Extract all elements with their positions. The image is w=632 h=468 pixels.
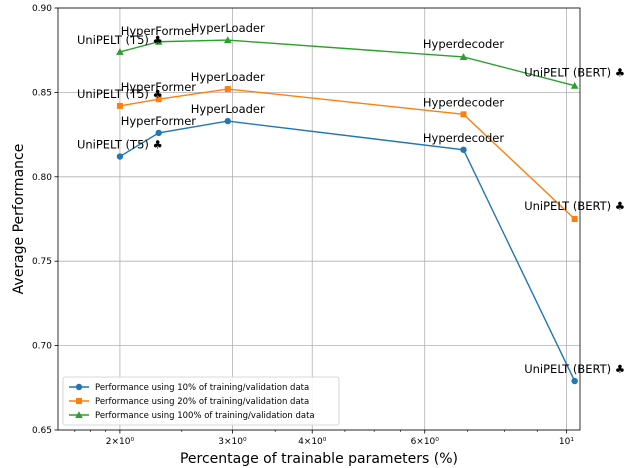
data-point <box>223 36 232 44</box>
x-tick-label: 6×10⁰ <box>411 437 440 447</box>
legend-label: Performance using 10% of training/valida… <box>95 383 309 393</box>
point-annotation: UniPELT (T5) ♣ <box>77 87 163 101</box>
series-line <box>119 120 576 382</box>
x-tick-label: 3×10⁰ <box>218 437 247 447</box>
data-point <box>116 48 124 55</box>
point-annotation: Hyperdecoder <box>423 95 504 109</box>
legend: Performance using 10% of training/valida… <box>62 376 340 426</box>
legend-item: Performance using 10% of training/valida… <box>69 383 309 393</box>
x-axis-title: Percentage of trainable parameters (%) <box>180 451 458 467</box>
point-annotation: HyperFormer <box>121 24 197 38</box>
data-point <box>116 153 124 160</box>
data-point <box>155 129 162 137</box>
point-annotation: UniPELT (BERT) ♣ <box>524 199 625 213</box>
data-point <box>571 216 578 222</box>
data-point <box>224 86 231 93</box>
point-annotation: UniPELT (T5) ♣ <box>77 138 163 152</box>
point-annotation: UniPELT (BERT) ♣ <box>524 66 625 80</box>
series-line <box>119 88 576 220</box>
series-2 <box>116 86 578 222</box>
point-annotation: HyperLoader <box>191 102 265 116</box>
point-annotation: Hyperdecoder <box>423 131 504 145</box>
point-annotation: HyperFormer <box>121 80 197 94</box>
x-tick-label: 10¹ <box>559 437 574 447</box>
x-tick-label: 4×10⁰ <box>298 437 327 447</box>
series-layer <box>116 36 579 385</box>
data-point <box>224 117 231 125</box>
point-annotation: UniPELT (T5) ♣ <box>77 33 163 47</box>
point-annotation: UniPELT (BERT) ♣ <box>524 362 625 376</box>
legend-marker <box>75 383 83 391</box>
y-tick-label: 0.85 <box>32 88 52 98</box>
point-annotation: Hyperdecoder <box>423 37 504 51</box>
data-point <box>570 81 579 89</box>
annotations: UniPELT (T5) ♣HyperFormerHyperLoaderHype… <box>77 21 625 376</box>
point-annotation: HyperFormer <box>121 114 197 128</box>
legend-item: Performance using 100% of training/valid… <box>69 411 315 421</box>
plot-frame <box>57 7 581 431</box>
y-tick-label: 0.75 <box>32 257 52 267</box>
point-annotation: HyperLoader <box>191 70 265 84</box>
y-tick-label: 0.80 <box>32 173 52 183</box>
series-3 <box>116 36 579 89</box>
gridlines <box>58 7 580 431</box>
legend-label: Performance using 20% of training/valida… <box>95 397 309 407</box>
legend-box <box>62 376 340 426</box>
data-point <box>154 37 163 45</box>
series-line <box>119 39 575 87</box>
legend-marker <box>76 398 82 404</box>
data-point <box>571 377 578 385</box>
legend-marker <box>75 411 83 419</box>
point-annotation: HyperLoader <box>191 21 265 35</box>
data-point <box>459 53 468 60</box>
y-tick-label: 0.70 <box>32 342 52 352</box>
legend-item: Performance using 20% of training/valida… <box>69 397 309 407</box>
data-point <box>155 96 162 103</box>
x-tick-label: 2×10⁰ <box>106 437 135 447</box>
data-point <box>460 146 467 153</box>
series-1 <box>116 117 578 385</box>
data-point <box>460 111 467 118</box>
data-point <box>116 102 123 109</box>
y-tick-label: 0.90 <box>32 4 52 14</box>
legend-label: Performance using 100% of training/valid… <box>95 411 315 421</box>
y-axis-title: Average Performance <box>11 144 27 295</box>
axis-ticks: 0.65 0.70 0.75 0.80 0.85 0.90 2×10⁰ 3×10⁰ 4×10⁰ 6… <box>32 4 574 447</box>
y-tick-label: 0.65 <box>32 426 52 436</box>
